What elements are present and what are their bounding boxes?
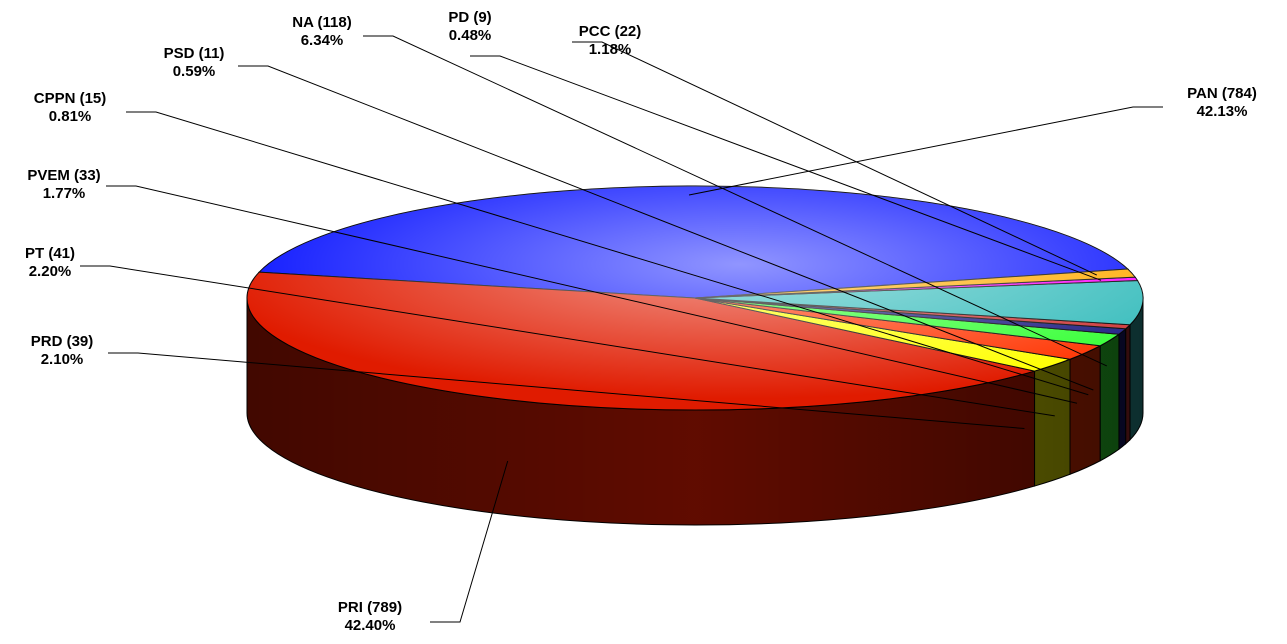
leader-pan [688, 106, 1163, 196]
pie-tops [246, 185, 1144, 411]
label-cppn: CPPN (15) [34, 90, 107, 107]
leader-cppn [126, 111, 1089, 396]
percent-pt: 2.20% [29, 263, 72, 280]
percent-na: 6.34% [301, 32, 344, 49]
leader-pd [470, 55, 1102, 281]
label-prd: PRD (39) [31, 333, 94, 350]
label-pcc: PCC (22) [579, 23, 642, 40]
leader-psd [238, 65, 1094, 391]
percent-pan: 42.13% [1197, 103, 1248, 120]
top-shine [247, 186, 1143, 410]
pie-sides [246, 297, 1144, 526]
slice-labels: PAN (784)42.13%PRI (789)42.40%PRD (39)2.… [25, 9, 1257, 634]
label-pri: PRI (789) [338, 599, 402, 616]
label-psd: PSD (11) [164, 45, 225, 62]
percent-cppn: 0.81% [49, 108, 92, 125]
percent-pd: 0.48% [449, 27, 492, 44]
leader-pvem [106, 185, 1078, 404]
percent-prd: 2.10% [41, 351, 84, 368]
label-pvem: PVEM (33) [27, 167, 100, 184]
percent-psd: 0.59% [173, 63, 216, 80]
leader-na [363, 35, 1108, 367]
leader-pri [430, 460, 509, 623]
percent-pcc: 1.18% [589, 41, 632, 58]
leader-prd [108, 352, 1025, 430]
label-pt: PT (41) [25, 245, 75, 262]
leader-lines [80, 35, 1163, 623]
leader-pt [80, 265, 1055, 417]
leader-pcc [572, 41, 1098, 276]
side-shading [247, 298, 1143, 525]
percent-pvem: 1.77% [43, 185, 86, 202]
label-pd: PD (9) [448, 9, 491, 26]
label-pan: PAN (784) [1187, 85, 1257, 102]
label-na: NA (118) [292, 14, 351, 31]
percent-pri: 42.40% [345, 617, 396, 634]
